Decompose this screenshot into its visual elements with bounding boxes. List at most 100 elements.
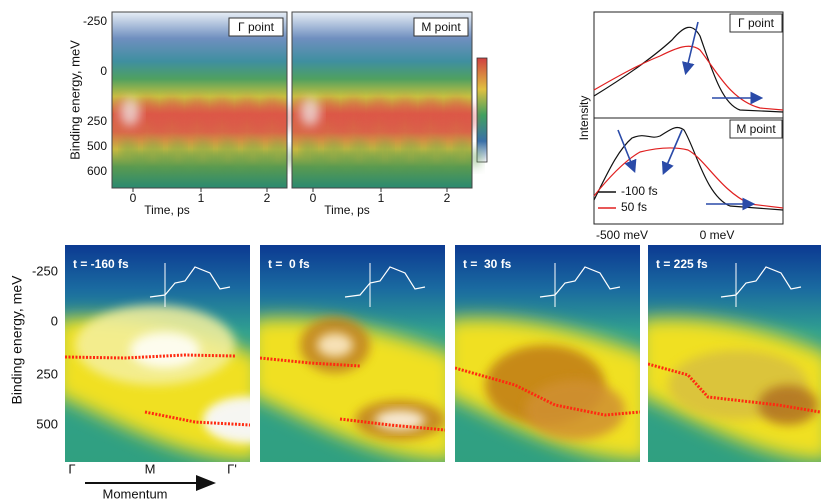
heat-blob xyxy=(404,140,417,160)
x-axis-label: Time, ps xyxy=(144,203,190,217)
x-tick-label: 1 xyxy=(198,191,205,205)
heatmap xyxy=(648,245,821,462)
heat-blob xyxy=(265,98,279,126)
x-tick-label: M xyxy=(145,461,156,476)
heat-blob xyxy=(177,104,192,132)
heat-blob xyxy=(333,104,348,132)
heat-blob xyxy=(385,104,399,132)
label-box xyxy=(413,17,469,37)
heat-blob xyxy=(172,140,184,160)
heatmap xyxy=(65,245,250,462)
y-tick-label: 500 xyxy=(87,139,107,153)
heat-blob xyxy=(234,148,247,168)
heat-blob xyxy=(436,104,451,132)
y-tick-label: 250 xyxy=(87,114,107,128)
heat-blob xyxy=(159,148,172,168)
heat-blob xyxy=(397,98,412,126)
heat-blob xyxy=(366,148,379,168)
heat-blob xyxy=(392,148,404,168)
inset-curve xyxy=(720,266,802,298)
heat-blob xyxy=(410,104,425,132)
spectra-panel xyxy=(593,11,784,225)
blob xyxy=(758,385,818,425)
x-tick-label: 1 xyxy=(378,191,385,205)
heat-blob xyxy=(277,104,292,132)
heat-blob xyxy=(190,98,204,126)
panel-label: Γ point xyxy=(738,16,775,30)
label-box xyxy=(729,119,783,139)
x-tick-label: 0 xyxy=(130,191,137,205)
x-axis-label: Momentum xyxy=(102,486,167,501)
legend-entry: 50 fs xyxy=(621,200,647,214)
panel-label: Γ point xyxy=(238,20,275,34)
heat-blob xyxy=(340,148,353,168)
label-box xyxy=(729,13,783,33)
heat-blob xyxy=(443,148,456,168)
y-tick-label: 250 xyxy=(36,366,58,381)
heatmap-frame xyxy=(291,11,473,189)
heat-blob xyxy=(240,98,254,126)
heat-blob xyxy=(272,140,284,160)
heat-blob xyxy=(417,148,430,168)
heatmap-frame xyxy=(111,11,288,189)
y-tick-label: 0 xyxy=(51,313,58,328)
heat-blob xyxy=(215,98,229,126)
heat-blob xyxy=(320,98,335,126)
y-axis-label: Binding energy, meV xyxy=(67,40,82,160)
dispersion-dots xyxy=(260,356,361,368)
x-tick-label: 2 xyxy=(444,191,451,205)
y-tick-label: -250 xyxy=(32,263,58,278)
dispersion-dots xyxy=(144,410,250,427)
heat-blob xyxy=(346,98,361,126)
dispersion-dots xyxy=(455,366,640,417)
dispersion-dots xyxy=(648,362,821,414)
y-tick-label: 0 xyxy=(100,64,107,78)
x-axis-label: Time, ps xyxy=(324,203,370,217)
x-tick-label: -500 meV xyxy=(596,228,648,242)
heat-blob xyxy=(327,140,340,160)
x-tick-label: 0 meV xyxy=(700,228,735,242)
panel-label: M point xyxy=(421,20,461,34)
heat-blob xyxy=(147,140,159,160)
heat-blob xyxy=(314,148,327,168)
heat-blob xyxy=(462,104,477,132)
panel-label: t = -160 fs xyxy=(73,257,129,271)
inset-curve xyxy=(149,266,231,298)
heat-blob xyxy=(134,148,147,168)
y-tick-label: -250 xyxy=(83,14,107,28)
heat-blob xyxy=(423,98,438,126)
colorbar xyxy=(476,57,488,163)
inset-curve xyxy=(539,266,621,298)
blob xyxy=(130,332,200,368)
x-tick-label: 2 xyxy=(264,191,271,205)
heat-blob xyxy=(152,104,167,132)
blob xyxy=(375,410,425,430)
heat-blob xyxy=(456,140,469,160)
heat-blob xyxy=(302,140,314,160)
y-axis-label: Binding energy, meV xyxy=(9,275,25,405)
heat-blob xyxy=(259,148,272,168)
heat-blob xyxy=(209,148,222,168)
heat-blob xyxy=(372,98,387,126)
heat-blob xyxy=(197,140,209,160)
panel-label: t = 0 fs xyxy=(268,257,310,271)
label-box xyxy=(228,17,284,37)
panel-label: t = 30 fs xyxy=(463,257,512,271)
heatmap xyxy=(455,245,640,462)
y-axis-label: Intensity xyxy=(577,96,591,141)
x-tick-label: Γ' xyxy=(227,461,237,476)
dispersion-dots xyxy=(65,353,236,360)
heat-blob xyxy=(227,104,242,132)
heat-blob xyxy=(449,98,464,126)
panel-label: M point xyxy=(736,122,776,136)
y-tick-label: 500 xyxy=(36,416,58,431)
heat-blob xyxy=(300,98,320,126)
heat-blob xyxy=(247,140,259,160)
heat-blob xyxy=(140,98,154,126)
heat-blob xyxy=(430,140,443,160)
heat-blob xyxy=(359,104,374,132)
heat-blob xyxy=(120,98,140,126)
blob xyxy=(205,398,250,442)
y-tick-label: 600 xyxy=(87,164,107,178)
